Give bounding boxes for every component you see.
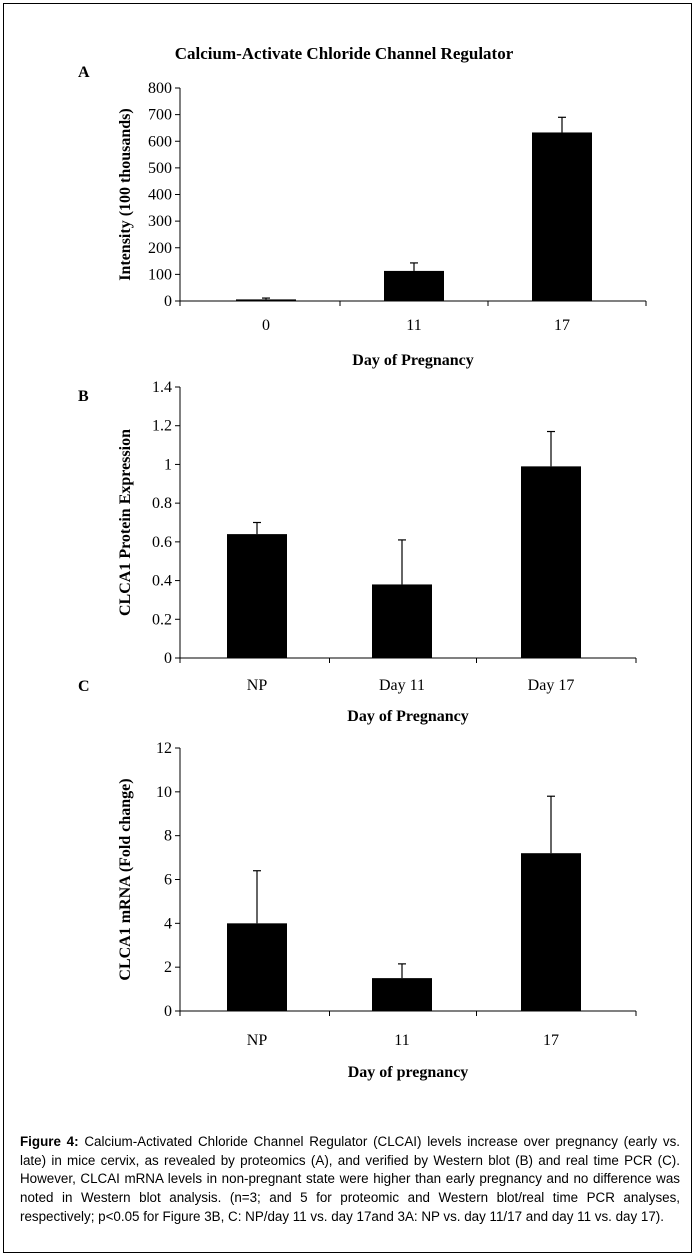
y-tick-label: 100 bbox=[148, 266, 172, 283]
bar-17 bbox=[521, 853, 581, 1011]
y-tick-label: 1.2 bbox=[152, 418, 172, 435]
y-tick-label: 4 bbox=[164, 915, 172, 932]
y-tick-label: 1 bbox=[164, 456, 172, 473]
bar-17 bbox=[532, 132, 592, 301]
y-axis-title: CLCA1 Protein Expression bbox=[117, 429, 134, 616]
y-tick-label: 700 bbox=[148, 107, 172, 124]
bar-day-11 bbox=[372, 584, 432, 658]
bar-np bbox=[227, 923, 287, 1011]
figure-caption: Figure 4: Calcium-Activated Chloride Cha… bbox=[20, 1133, 680, 1227]
x-category-label: 11 bbox=[394, 1032, 409, 1049]
y-tick-label: 0.2 bbox=[152, 611, 172, 628]
x-category-label: 11 bbox=[406, 317, 421, 334]
y-tick-label: 500 bbox=[148, 160, 172, 177]
y-tick-label: 8 bbox=[164, 828, 172, 845]
y-tick-label: 6 bbox=[164, 872, 172, 889]
caption-text: Calcium-Activated Chloride Channel Regul… bbox=[20, 1134, 681, 1224]
x-category-label: 0 bbox=[262, 317, 270, 334]
y-tick-label: 0.6 bbox=[152, 534, 172, 551]
panel-label: B bbox=[78, 388, 89, 405]
bar-11 bbox=[384, 270, 444, 301]
y-tick-label: 0 bbox=[164, 293, 172, 310]
caption-label: Figure 4: bbox=[20, 1134, 79, 1149]
x-category-label: 17 bbox=[554, 317, 570, 334]
y-tick-label: 200 bbox=[148, 240, 172, 257]
chart-panel-a: A 0 100 200 300 400 500 600 700 800 0 11 17 Day of Pr… bbox=[78, 64, 647, 369]
figure-title: Calcium-Activate Chloride Channel Regula… bbox=[175, 44, 514, 63]
x-axis-title: Day of Pregnancy bbox=[347, 708, 468, 725]
y-tick-label: 400 bbox=[148, 187, 172, 204]
y-tick-label: 0 bbox=[164, 1003, 172, 1020]
figure-chart-area: Calcium-Activate Chloride Channel Regula… bbox=[78, 44, 647, 1081]
figure-frame bbox=[3, 3, 692, 1253]
y-axis-title: Intensity (100 thousands) bbox=[117, 108, 134, 280]
x-axis-title: Day of Pregnancy bbox=[352, 352, 473, 369]
x-axis-title: Day of pregnancy bbox=[348, 1064, 469, 1081]
x-category-label: NP bbox=[247, 677, 268, 694]
y-tick-label: 12 bbox=[156, 740, 172, 757]
y-tick-label: 0 bbox=[164, 650, 172, 667]
x-category-label: Day 11 bbox=[379, 677, 425, 694]
bar-day-17 bbox=[521, 466, 581, 658]
y-tick-label: 600 bbox=[148, 133, 172, 150]
panel-label: C bbox=[78, 678, 90, 695]
bar-11 bbox=[372, 978, 432, 1011]
y-tick-label: 1.4 bbox=[152, 379, 172, 396]
panel-label: A bbox=[78, 64, 90, 81]
chart-panel-c: C 0 2 4 6 8 10 12 NP 11 17 Day of pregnancy CLCA1 mR… bbox=[78, 678, 637, 1081]
x-category-label: Day 17 bbox=[528, 677, 575, 694]
x-category-label: 17 bbox=[543, 1032, 559, 1049]
chart-panel-b: B 0 0.2 0.4 0.6 0.8 1 1.2 1.4 NP Day 11 Day 17 Day o… bbox=[78, 379, 637, 725]
y-tick-label: 2 bbox=[164, 959, 172, 976]
y-tick-label: 0.4 bbox=[152, 573, 172, 590]
y-tick-label: 0.8 bbox=[152, 495, 172, 512]
y-tick-label: 10 bbox=[156, 784, 172, 801]
y-tick-label: 300 bbox=[148, 213, 172, 230]
bar-np bbox=[227, 534, 287, 658]
bar-0 bbox=[236, 299, 296, 301]
x-category-label: NP bbox=[247, 1032, 268, 1049]
y-tick-label: 800 bbox=[148, 80, 172, 97]
y-axis-title: CLCA1 mRNA (Fold change) bbox=[117, 778, 134, 980]
